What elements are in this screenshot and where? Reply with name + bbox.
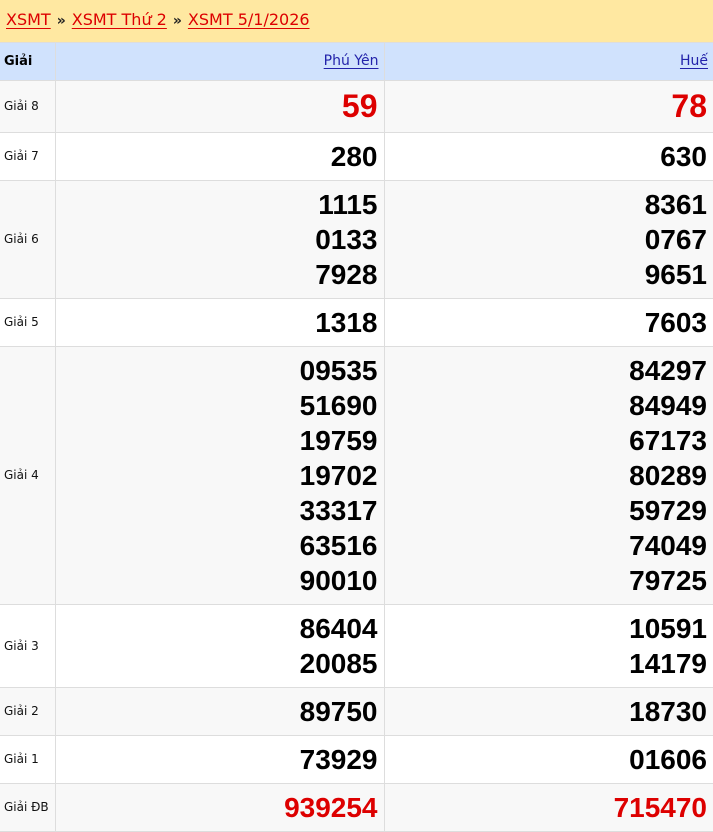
- prize-number: 0767: [644, 223, 707, 255]
- prize-numbers-cell: 1318: [54, 298, 385, 347]
- prize-number: 7603: [644, 306, 707, 338]
- prize-label: Giải 6: [0, 180, 56, 299]
- results-table: Giải Phú Yên Huế Giải 8 59 78 Giải 7 280 630 G…: [0, 43, 713, 832]
- prize-number: 939254: [284, 791, 378, 823]
- prize-row: Giải 7 280 630: [0, 132, 713, 181]
- prize-number: 59: [341, 87, 378, 124]
- prize-number: 8361: [644, 188, 707, 220]
- prize-number: 0133: [315, 223, 378, 255]
- prize-number: 74049: [629, 529, 707, 561]
- prize-number: 73929: [299, 743, 378, 775]
- prize-label: Giải 7: [0, 132, 56, 181]
- prize-number: 79725: [629, 564, 707, 596]
- prize-row: Giải ĐB 939254 715470: [0, 783, 713, 832]
- prize-numbers-cell: 280: [54, 132, 385, 181]
- prize-number: 84949: [629, 389, 707, 421]
- prize-label: Giải 5: [0, 298, 56, 347]
- province-link-phu-yen[interactable]: Phú Yên: [323, 53, 379, 70]
- prize-label: Giải ĐB: [0, 783, 56, 832]
- prize-number: 89750: [299, 695, 378, 727]
- prize-number: 1318: [315, 306, 378, 338]
- prize-row: Giải 6 1115 0133 7928 8361 0767 9651: [0, 180, 713, 299]
- prize-numbers-cell: 09535 51690 19759 19702 33317 63516 90010: [54, 346, 385, 605]
- prize-number: 1115: [318, 188, 378, 220]
- prize-numbers-cell: 18730: [383, 687, 713, 736]
- prize-numbers-cell: 59: [54, 80, 385, 133]
- prize-number: 280: [330, 140, 378, 172]
- prize-number: 9651: [644, 258, 707, 290]
- header-prize: Giải: [0, 43, 56, 81]
- prize-label: Giải 4: [0, 346, 56, 605]
- prize-numbers-cell: 84297 84949 67173 80289 59729 74049 79725: [383, 346, 713, 605]
- prize-label: Giải 1: [0, 735, 56, 784]
- prize-number: 33317: [299, 494, 378, 526]
- prize-numbers-cell: 8361 0767 9651: [383, 180, 713, 299]
- prize-row: Giải 3 86404 20085 10591 14179: [0, 604, 713, 688]
- prize-numbers-cell: 1115 0133 7928: [54, 180, 385, 299]
- prize-number: 84297: [629, 354, 707, 386]
- prize-label: Giải 2: [0, 687, 56, 736]
- prize-numbers-cell: 78: [383, 80, 713, 133]
- prize-number: 09535: [299, 354, 378, 386]
- prize-row: Giải 8 59 78: [0, 80, 713, 133]
- prize-number: 63516: [299, 529, 378, 561]
- province-link-hue[interactable]: Huế: [679, 53, 708, 70]
- prize-number: 18730: [629, 695, 707, 727]
- prize-row: Giải 4 09535 51690 19759 19702 33317 63516 9001…: [0, 346, 713, 605]
- prize-number: 19759: [299, 424, 378, 456]
- breadcrumb-xsmt[interactable]: XSMT: [6, 10, 51, 29]
- prize-number: 01606: [629, 743, 707, 775]
- breadcrumb-xsmt-date[interactable]: XSMT 5/1/2026: [187, 10, 310, 29]
- prize-number: 7928: [315, 258, 378, 290]
- prize-number: 14179: [629, 647, 707, 679]
- prize-number: 59729: [629, 494, 707, 526]
- prize-number: 67173: [629, 424, 707, 456]
- prize-numbers-cell: 715470: [383, 783, 713, 832]
- prize-numbers-cell: 10591 14179: [383, 604, 713, 688]
- prize-number: 90010: [299, 564, 378, 596]
- prize-numbers-cell: 73929: [54, 735, 385, 784]
- prize-row: Giải 1 73929 01606: [0, 735, 713, 784]
- prize-number: 10591: [629, 612, 707, 644]
- prize-row: Giải 2 89750 18730: [0, 687, 713, 736]
- breadcrumb: XSMT » XSMT Thứ 2 » XSMT 5/1/2026: [0, 0, 713, 43]
- prize-label: Giải 3: [0, 604, 56, 688]
- prize-number: 78: [671, 87, 707, 124]
- prize-numbers-cell: 01606: [383, 735, 713, 784]
- prize-row: Giải 5 1318 7603: [0, 298, 713, 347]
- prize-number: 19702: [299, 459, 378, 491]
- breadcrumb-xsmt-thu-2[interactable]: XSMT Thứ 2: [71, 10, 167, 29]
- prize-label: Giải 8: [0, 80, 56, 133]
- breadcrumb-separator: »: [56, 13, 66, 29]
- prize-number: 86404: [299, 612, 378, 644]
- prize-number: 630: [660, 140, 707, 172]
- prize-numbers-cell: 89750: [54, 687, 385, 736]
- prize-numbers-cell: 86404 20085: [54, 604, 385, 688]
- prize-number: 80289: [629, 459, 707, 491]
- prize-numbers-cell: 630: [383, 132, 713, 181]
- prize-number: 20085: [299, 647, 378, 679]
- prize-numbers-cell: 7603: [383, 298, 713, 347]
- prize-numbers-cell: 939254: [54, 783, 385, 832]
- prize-number: 715470: [613, 791, 707, 823]
- prize-number: 51690: [299, 389, 378, 421]
- breadcrumb-separator: »: [172, 13, 182, 29]
